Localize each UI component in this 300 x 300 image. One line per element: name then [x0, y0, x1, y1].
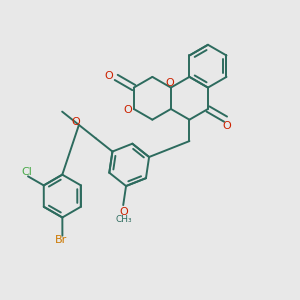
Text: O: O: [124, 105, 132, 115]
Text: CH₃: CH₃: [116, 215, 132, 224]
Text: O: O: [223, 121, 231, 131]
Text: Cl: Cl: [21, 167, 32, 177]
Text: O: O: [165, 78, 174, 88]
Text: O: O: [104, 71, 113, 81]
Text: O: O: [120, 207, 128, 217]
Text: O: O: [72, 117, 80, 127]
Text: Br: Br: [55, 235, 67, 245]
